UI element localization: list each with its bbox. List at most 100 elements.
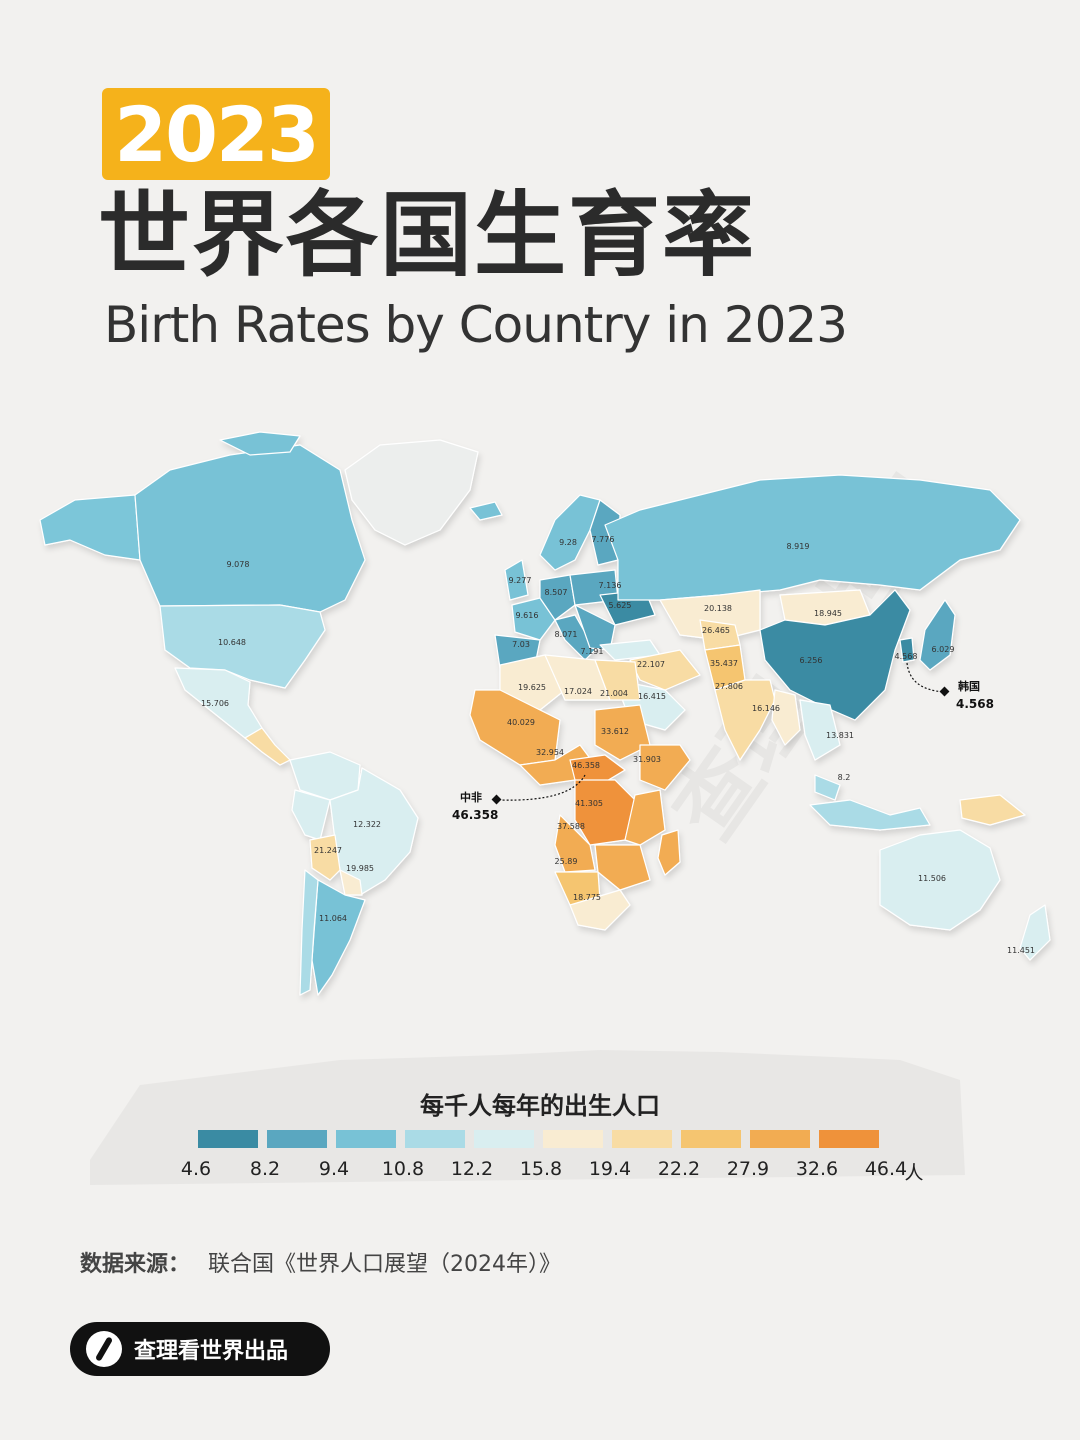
legend-break-4: 12.2	[450, 1158, 494, 1180]
value-label-ukraine: 5.625	[609, 601, 632, 610]
map-reflection	[90, 1050, 965, 1185]
value-label-japan: 6.029	[932, 645, 955, 654]
value-label-germany: 8.507	[545, 588, 568, 597]
region-zambia-moz	[594, 844, 651, 891]
region-france	[511, 597, 556, 641]
region-iceland	[469, 501, 503, 521]
brand-logo-icon	[86, 1331, 122, 1367]
value-label-southafrica: 18.775	[573, 893, 601, 902]
value-label-nigeria: 32.954	[536, 748, 564, 757]
value-label-newzealand: 11.451	[1007, 946, 1035, 955]
page-title: 世界各国生育率	[98, 182, 757, 289]
region-southafrica	[569, 889, 631, 931]
region-greenland	[344, 439, 479, 546]
region-angola	[554, 814, 596, 873]
region-car	[569, 754, 626, 786]
region-laos	[799, 699, 841, 761]
legend-swatch-3	[405, 1130, 465, 1148]
region-indonesia	[809, 799, 931, 831]
legend-swatch-1	[267, 1130, 327, 1148]
value-label-egypt: 21.004	[600, 689, 628, 698]
legend-color-bar	[198, 1130, 888, 1148]
region-argentina	[311, 879, 366, 996]
source-label: 数据来源：	[80, 1252, 191, 1277]
data-source: 数据来源： 联合国《世界人口展望（2024年）》	[80, 1246, 561, 1278]
region-paraguay	[339, 869, 363, 896]
value-label-kazakhstan: 20.138	[704, 604, 732, 613]
value-label-uk: 9.277	[509, 576, 532, 585]
region-germany	[539, 574, 576, 621]
value-label-france: 9.616	[516, 611, 539, 620]
value-label-laos: 13.831	[826, 731, 854, 740]
region-australia	[879, 829, 1001, 931]
legend-break-9: 32.6	[795, 1158, 839, 1180]
region-italy	[554, 614, 596, 661]
region-russia	[604, 474, 1021, 601]
value-label-angola: 37.588	[557, 822, 585, 831]
legend-break-7: 22.2	[657, 1158, 701, 1180]
legend-break-3: 10.8	[381, 1158, 425, 1180]
region-korea	[899, 637, 915, 663]
region-egypt	[594, 659, 641, 701]
legend-break-1: 8.2	[249, 1158, 281, 1180]
value-label-canada: 9.078	[227, 560, 250, 569]
region-bolivia	[309, 834, 341, 881]
value-label-argentina: 11.064	[319, 914, 347, 923]
legend-title: 每千人每年的出生人口	[420, 1092, 660, 1120]
legend-swatch-0	[198, 1130, 258, 1148]
brand-label: 查理看世界出品	[134, 1339, 289, 1364]
value-label-china: 6.256	[800, 656, 823, 665]
value-label-norway: 9.28	[559, 538, 577, 547]
legend-swatch-2	[336, 1130, 396, 1148]
value-label-afghanistan: 26.465	[702, 626, 730, 635]
region-arctic-islands	[219, 431, 301, 456]
year-badge: 2023	[102, 88, 330, 180]
legend-swatch-8	[750, 1130, 810, 1148]
value-label-ethiopia: 31.903	[633, 755, 661, 764]
region-usa	[159, 604, 326, 689]
value-label-mexico: 15.706	[201, 699, 229, 708]
value-label-namibia: 25.89	[555, 857, 578, 866]
region-china	[759, 589, 911, 721]
region-sudan	[594, 704, 651, 761]
region-malaysia	[814, 774, 841, 801]
region-east-africa	[624, 789, 666, 846]
value-label-russia: 8.919	[787, 542, 810, 551]
callout-car-value: 46.358	[452, 808, 498, 822]
callout-car: 中非 46.358	[452, 774, 586, 822]
value-label-brazil: 12.322	[353, 820, 381, 829]
value-label-greece: 7.191	[581, 647, 604, 656]
legend-labels: 4.6 8.2 9.4 10.8 12.2 15.8 19.4 22.2 27.9 32.6 46.…	[0, 1158, 1080, 1184]
region-peru	[291, 789, 331, 841]
value-label-paraguay: 19.985	[346, 864, 374, 873]
value-label-korea: 4.568	[895, 652, 918, 661]
source-text: 联合国《世界人口展望（2024年）》	[208, 1252, 562, 1277]
region-japan	[919, 599, 956, 671]
value-label-spain: 7.03	[512, 640, 530, 649]
legend-swatch-5	[543, 1130, 603, 1148]
value-label-poland: 7.136	[599, 581, 622, 590]
value-label-libya: 17.024	[564, 687, 592, 696]
legend-swatch-4	[474, 1130, 534, 1148]
legend-unit: 人	[904, 1162, 924, 1184]
region-newzealand	[1019, 904, 1051, 961]
legend-break-0: 4.6	[180, 1158, 212, 1180]
legend-break-6: 19.4	[588, 1158, 632, 1180]
callout-car-name: 中非	[460, 790, 482, 804]
value-label-pakistan: 35.437	[710, 659, 738, 668]
region-myanmar	[771, 689, 801, 746]
brand-badge: 查理看世界出品	[70, 1322, 330, 1376]
region-madagascar	[657, 829, 681, 876]
value-label-saudi: 16.415	[638, 692, 666, 701]
value-label-finland: 7.776	[592, 535, 615, 544]
callout-korea-value: 4.568	[956, 697, 994, 711]
region-canada	[134, 444, 366, 613]
value-label-iraq: 22.107	[637, 660, 665, 669]
region-iraq-iran	[629, 649, 701, 691]
region-central-america	[244, 727, 291, 766]
region-uk	[504, 559, 529, 601]
region-papua	[959, 794, 1026, 826]
callout-korea-name: 韩国	[958, 679, 980, 693]
value-label-mali: 40.029	[507, 718, 535, 727]
legend-swatch-6	[612, 1130, 672, 1148]
